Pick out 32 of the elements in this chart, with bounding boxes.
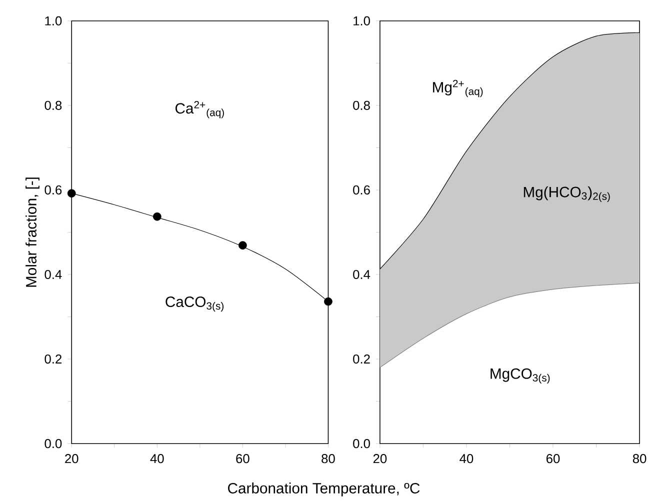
y-tick-label: 0.0 (353, 438, 370, 448)
x-tick-label: 60 (236, 454, 250, 464)
point (324, 297, 332, 306)
y-tick-label: 0.2 (44, 354, 62, 364)
x-axis-title: Carbonation Temperature, ºC (228, 482, 420, 496)
line-series (380, 282, 640, 368)
x-tick-label: 40 (460, 454, 474, 464)
point (67, 189, 76, 198)
y-axis-title: Molar fraction, [-] (26, 177, 40, 287)
x-tick-label: 20 (65, 454, 78, 464)
y-tick-label: 0.4 (44, 270, 62, 279)
y-tick-label: 0.6 (44, 185, 62, 194)
y-tick-label: 0.2 (353, 354, 370, 364)
point (238, 241, 247, 250)
x-tick-label: 40 (150, 454, 164, 464)
y-tick-label: 0.6 (353, 185, 370, 194)
annotation: CaCO$_{3(s)}$ (166, 296, 224, 312)
y-tick-label: 0.0 (44, 438, 62, 448)
y-tick-label: 0.8 (353, 100, 370, 110)
x-tick-label: 60 (546, 454, 560, 464)
y-tick-label: 0.8 (44, 100, 62, 110)
point (152, 212, 162, 221)
y-tick-label: 1.0 (354, 16, 370, 26)
annotation: MgCO$_{3(s)}$ (490, 368, 550, 384)
x-tick-label: 80 (632, 454, 646, 464)
y-tick-label: 1.0 (45, 16, 62, 26)
annotation: Ca$^{2+}$(aq) (176, 100, 224, 118)
x-tick-label: 20 (373, 454, 387, 464)
annotation: Mg$^{2+}$(aq) (433, 80, 483, 97)
annotation: Mg(HCO$_{3}$)$_{2(s)}$ (524, 186, 610, 202)
x-tick-label: 80 (322, 454, 335, 464)
y-tick-label: 0.4 (353, 270, 370, 279)
